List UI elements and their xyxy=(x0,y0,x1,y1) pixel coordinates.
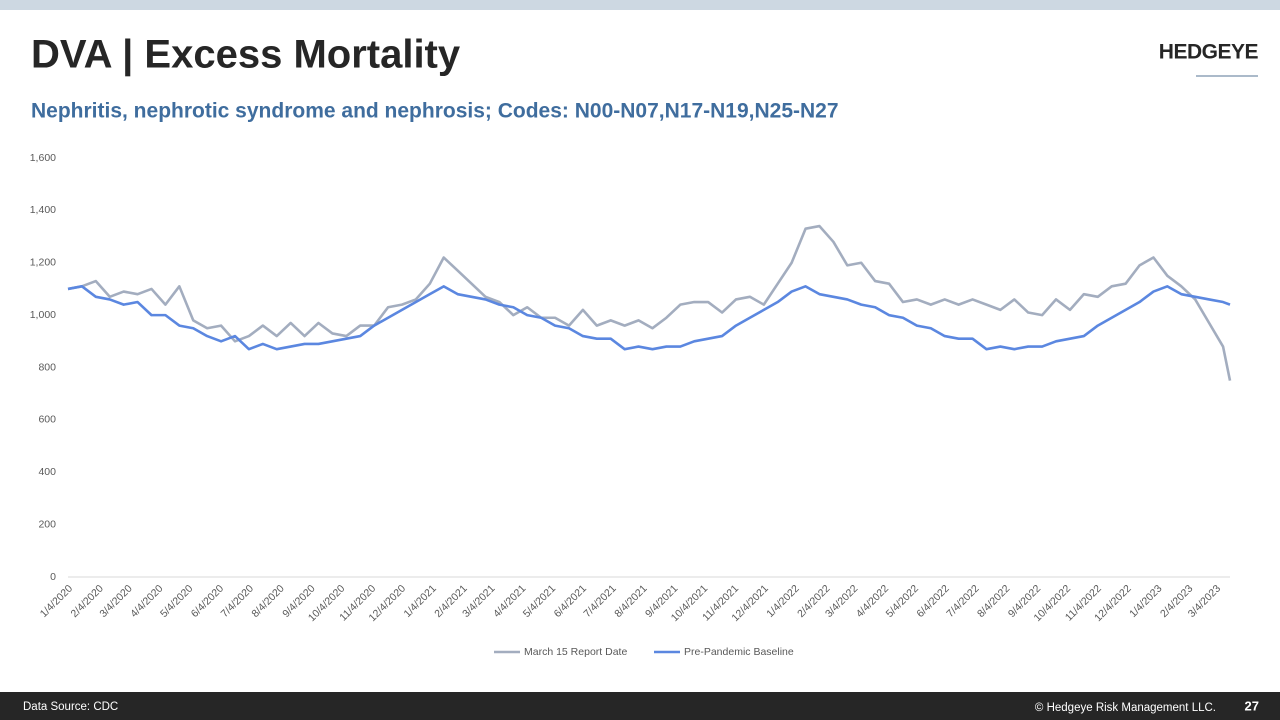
x-tick-label: 8/4/2020 xyxy=(249,582,286,619)
y-tick-label: 0 xyxy=(50,571,56,583)
chart-title: Nephritis, nephrotic syndrome and nephro… xyxy=(31,100,839,123)
x-tick-label: 7/4/2020 xyxy=(219,582,256,619)
y-tick-label: 1,000 xyxy=(30,309,56,321)
x-tick-label: 1/4/2022 xyxy=(764,582,801,619)
y-tick-label: 1,200 xyxy=(30,257,56,269)
x-tick-label: 7/4/2022 xyxy=(944,582,981,619)
x-tick-label: 5/4/2021 xyxy=(521,582,558,619)
y-tick-label: 1,600 xyxy=(30,152,56,164)
x-tick-label: 8/4/2022 xyxy=(975,582,1012,619)
x-tick-label: 1/4/2020 xyxy=(38,582,75,619)
y-tick-label: 400 xyxy=(38,466,56,478)
footer-source: Data Source: CDC xyxy=(23,701,118,713)
y-tick-label: 600 xyxy=(38,414,56,426)
top-strip xyxy=(0,0,1280,10)
y-tick-label: 200 xyxy=(38,518,56,530)
x-tick-label: 5/4/2022 xyxy=(884,582,921,619)
footer-bar xyxy=(0,692,1280,720)
x-tick-label: 7/4/2021 xyxy=(581,582,618,619)
footer-copyright: © Hedgeye Risk Management LLC. xyxy=(1035,702,1216,714)
x-tick-label: 5/4/2020 xyxy=(158,582,195,619)
y-tick-label: 800 xyxy=(38,361,56,373)
slide-title: DVA | Excess Mortality xyxy=(31,33,461,77)
plot: 0 200 400 600 800 1,000 1,200 1,400 1,600 1/4/202… xyxy=(30,152,1232,658)
legend-label: March 15 Report Date xyxy=(524,646,627,658)
logo: HEDGEYE xyxy=(1159,41,1259,64)
y-tick-label: 1,400 xyxy=(30,204,56,216)
legend-label: Pre-Pandemic Baseline xyxy=(684,646,794,658)
series-line xyxy=(67,285,1231,351)
series-line xyxy=(67,224,1232,381)
x-tick-label: 1/4/2021 xyxy=(402,582,439,619)
x-tick-label: 3/4/2020 xyxy=(97,582,134,619)
page-number: 27 xyxy=(1245,698,1259,713)
x-tick-label: 8/4/2021 xyxy=(612,582,649,619)
x-tick-label: 1/4/2023 xyxy=(1127,582,1164,619)
